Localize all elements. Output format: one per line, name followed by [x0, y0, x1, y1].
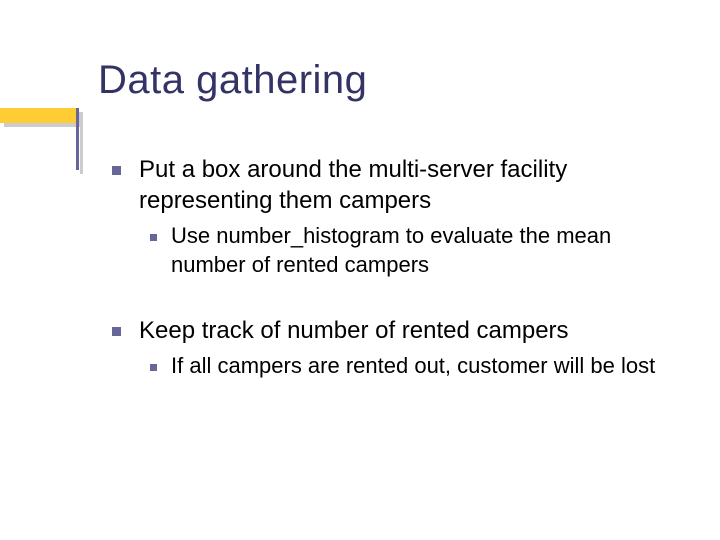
square-bullet-icon — [150, 364, 157, 371]
spacer — [112, 286, 682, 316]
bullet-item: Keep track of number of rented campers — [112, 316, 682, 347]
bullet-text: Use number_histogram to evaluate the mea… — [171, 222, 682, 279]
vertical-line-shadow — [80, 112, 83, 174]
square-bullet-icon — [150, 234, 157, 241]
accent-bar — [0, 108, 78, 123]
vertical-line — [76, 108, 79, 170]
bullet-text: If all campers are rented out, customer … — [171, 352, 655, 381]
bullet-text: Keep track of number of rented campers — [139, 316, 569, 347]
square-bullet-icon — [112, 166, 121, 175]
slide-title: Data gathering — [98, 58, 367, 103]
slide-body: Put a box around the multi-server facili… — [112, 155, 682, 387]
bullet-item: If all campers are rented out, customer … — [150, 352, 682, 381]
square-bullet-icon — [112, 327, 121, 336]
bullet-item: Use number_histogram to evaluate the mea… — [150, 222, 682, 279]
bullet-item: Put a box around the multi-server facili… — [112, 155, 682, 216]
bullet-text: Put a box around the multi-server facili… — [139, 155, 682, 216]
